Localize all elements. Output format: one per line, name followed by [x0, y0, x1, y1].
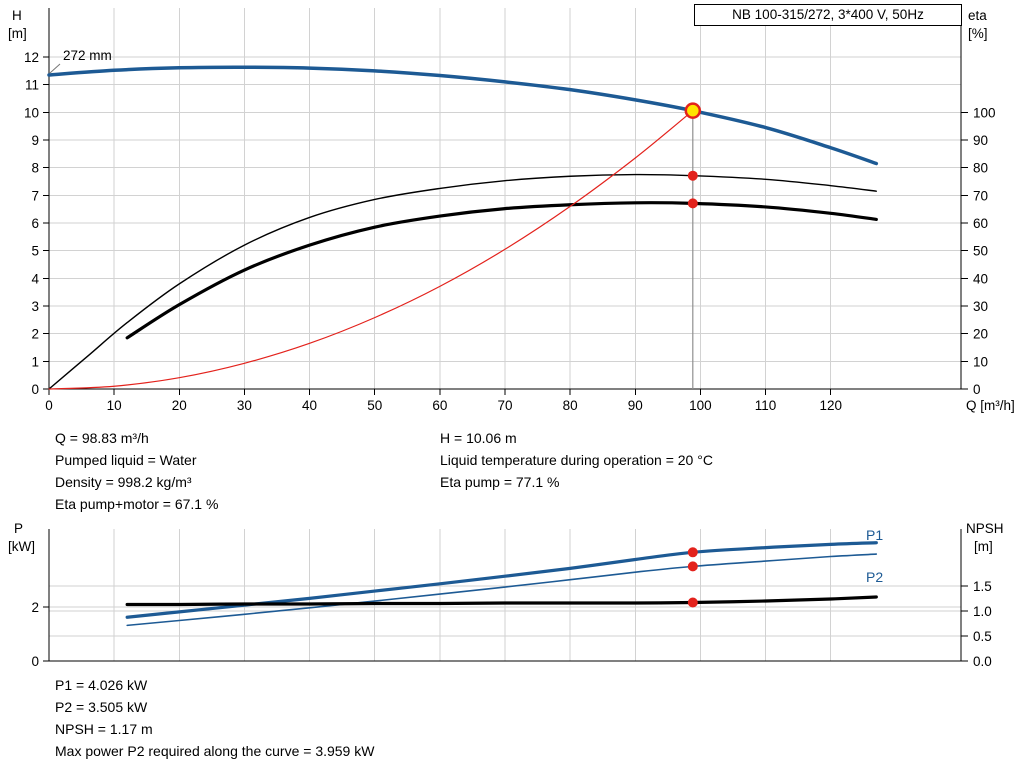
- duty-point-marker[interactable]: [684, 102, 702, 119]
- duty-head-text: H = 10.06 m: [440, 430, 517, 446]
- eta-tick-label: 100: [973, 105, 996, 120]
- eta-tick-label: 90: [973, 133, 988, 148]
- q-tick-label: 80: [563, 398, 578, 413]
- eta-tick-label: 30: [973, 299, 988, 314]
- duty-info-right: H = 10.06 m Liquid temperature during op…: [440, 427, 713, 493]
- eta-tick-label: 20: [973, 327, 988, 342]
- pump-title-box: NB 100-315/272, 3*400 V, 50Hz: [694, 4, 962, 26]
- npsh-tick-label: 1.0: [973, 604, 992, 619]
- curve-system-curve: [48, 110, 694, 390]
- y-right-unit: [%]: [968, 26, 988, 41]
- power-info: P1 = 4.026 kW P2 = 3.505 kW NPSH = 1.17 …: [55, 674, 374, 762]
- npsh-tick-label: 0.0: [973, 654, 992, 669]
- q-tick-label: 70: [497, 398, 512, 413]
- h-tick-label: 0: [31, 382, 39, 397]
- max-power-text: Max power P2 required along the curve = …: [55, 743, 375, 759]
- q-tick-label: 20: [172, 398, 187, 413]
- p1-text: P1 = 4.026 kW: [55, 677, 148, 693]
- h-tick-label: 1: [31, 354, 39, 369]
- marker-eta-pump-motor: [687, 198, 698, 209]
- impeller-leader-line: [49, 63, 61, 74]
- q-tick-label: 60: [432, 398, 447, 413]
- q-tick-label: 10: [107, 398, 122, 413]
- q-tick-label: 90: [628, 398, 643, 413]
- y-right-title: NPSH: [966, 521, 1004, 536]
- y-left-unit: [kW]: [8, 539, 35, 554]
- marker-npsh: [687, 597, 698, 608]
- eta-tick-label: 70: [973, 188, 988, 203]
- curve-label-P2: P2: [866, 569, 883, 585]
- eta-tick-label: 10: [973, 354, 988, 369]
- h-tick-label: 7: [31, 188, 39, 203]
- npsh-tick-label: 1.5: [973, 579, 992, 594]
- q-tick-label: 30: [237, 398, 252, 413]
- curve-eta-pump: [48, 173, 878, 390]
- marker-eta-pump: [687, 170, 698, 181]
- eta-pump-text: Eta pump = 77.1 %: [440, 474, 560, 490]
- curve-head-272mm: [47, 65, 879, 166]
- y-left-title: H: [12, 8, 22, 23]
- y-left-unit: [m]: [8, 26, 27, 41]
- p-tick-label: 2: [31, 600, 39, 615]
- y-left-title: P: [14, 521, 23, 536]
- q-tick-label: 40: [302, 398, 317, 413]
- y-right-title: eta: [968, 8, 987, 23]
- q-tick-label: 0: [45, 398, 53, 413]
- liquid-temperature-text: Liquid temperature during operation = 20…: [440, 452, 713, 468]
- pumped-liquid-text: Pumped liquid = Water: [55, 452, 197, 468]
- npsh-tick-label: 0.5: [973, 629, 992, 644]
- eta-tick-label: 80: [973, 161, 988, 176]
- density-text: Density = 998.2 kg/m³: [55, 474, 192, 490]
- curve-eta-pump-motor: [125, 201, 878, 340]
- h-tick-label: 5: [31, 244, 39, 259]
- duty-flow-text: Q = 98.83 m³/h: [55, 430, 149, 446]
- impeller-size-label: 272 mm: [63, 48, 112, 63]
- q-tick-label: 110: [755, 398, 777, 413]
- q-tick-label: 120: [819, 398, 842, 413]
- p2-text: P2 = 3.505 kW: [55, 699, 148, 715]
- h-tick-label: 12: [24, 50, 39, 65]
- marker-p2: [687, 561, 698, 572]
- h-tick-label: 9: [31, 133, 39, 148]
- power-npsh-chart[interactable]: 0 2 0.0 0.5 1.0 1.5 P [kW] NPSH [m] P1 P2: [0, 515, 1024, 675]
- curve-NPSH: [125, 595, 878, 607]
- curve-P2: [126, 553, 878, 627]
- h-tick-label: 10: [24, 105, 39, 120]
- eta-tick-label: 50: [973, 244, 988, 259]
- eta-tick-label: 60: [973, 216, 988, 231]
- gridlines: [49, 529, 961, 661]
- curve-label-P1: P1: [866, 527, 883, 543]
- y-right-unit: [m]: [974, 539, 993, 554]
- q-tick-label: 100: [689, 398, 712, 413]
- h-tick-label: 4: [31, 271, 39, 286]
- h-tick-label: 8: [31, 161, 39, 176]
- duty-info-left: Q = 98.83 m³/h Pumped liquid = Water Den…: [55, 427, 218, 515]
- eta-pump-motor-text: Eta pump+motor = 67.1 %: [55, 496, 219, 512]
- marker-p1: [687, 547, 698, 558]
- h-tick-label: 6: [31, 216, 39, 231]
- h-tick-label: 11: [25, 78, 39, 93]
- eta-tick-label: 40: [973, 271, 988, 286]
- x-axis-title: Q [m³/h]: [966, 398, 1015, 413]
- h-tick-label: 3: [31, 299, 39, 314]
- gridlines: [49, 8, 961, 389]
- eta-tick-label: 0: [973, 382, 981, 397]
- curve-P1: [125, 541, 878, 619]
- q-tick-label: 50: [367, 398, 382, 413]
- npsh-text: NPSH = 1.17 m: [55, 721, 153, 737]
- p-tick-label: 0: [31, 654, 39, 669]
- h-tick-label: 2: [31, 327, 39, 342]
